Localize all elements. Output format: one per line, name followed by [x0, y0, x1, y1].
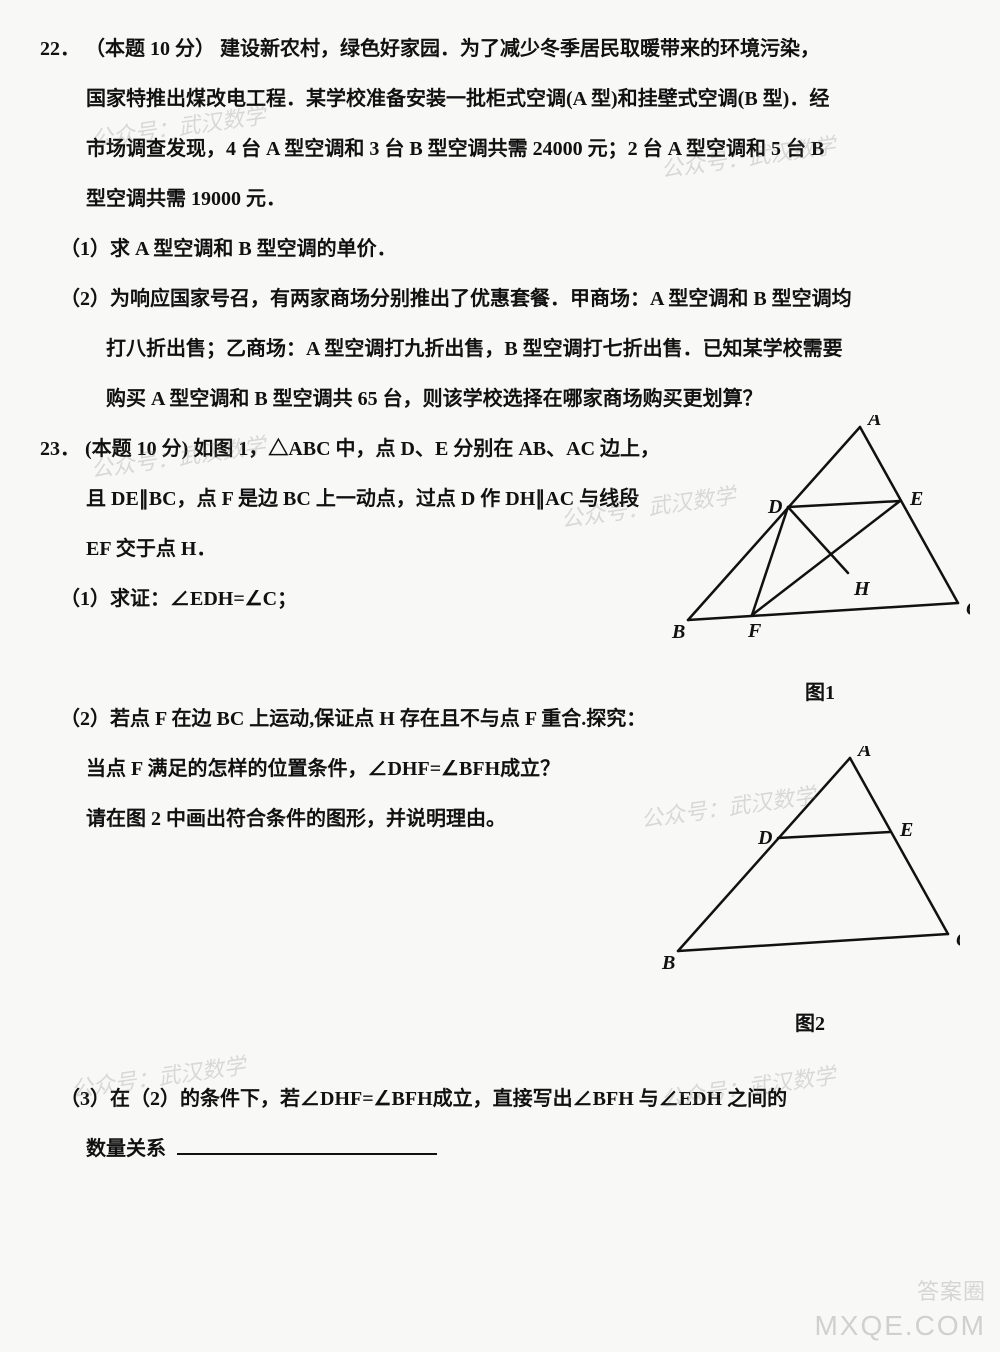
- svg-text:E: E: [899, 819, 913, 841]
- q22-intro2: 国家特推出煤改电工程．某学校准备安装一批柜式空调(A 型)和挂壁式空调(B 型)…: [40, 74, 960, 124]
- q23-line1: 23． (本题 10 分) 如图 1，△ABC 中，点 D、E 分别在 AB、A…: [40, 424, 680, 474]
- q23-p2a: （2）若点 F 在边 BC 上运动,保证点 H 存在且不与点 F 重合.探究：: [40, 694, 680, 744]
- q23-p2c: 请在图 2 中画出符合条件的图形，并说明理由。: [40, 794, 680, 844]
- svg-text:B: B: [671, 621, 685, 643]
- figure-1: A B C D E F H: [670, 415, 970, 645]
- svg-text:A: A: [866, 415, 881, 430]
- q23-p3a: （3）在（2）的条件下，若∠DHF=∠BFH成立，直接写出∠BFH 与∠EDH …: [40, 1074, 960, 1124]
- svg-text:F: F: [747, 620, 762, 642]
- q22-intro3: 市场调查发现，4 台 A 型空调和 3 台 B 型空调共需 24000 元；2 …: [40, 124, 960, 174]
- q23-number: 23．: [40, 438, 80, 460]
- figure-1-caption: 图1: [670, 668, 970, 718]
- svg-text:E: E: [909, 488, 923, 510]
- svg-text:D: D: [767, 496, 782, 518]
- corner-bottom-text: MXQE.COM: [814, 1310, 986, 1342]
- q22-line1: 22． （本题 10 分） 建设新农村，绿色好家园．为了减少冬季居民取暖带来的环…: [40, 24, 960, 74]
- exam-page: 22． （本题 10 分） 建设新农村，绿色好家园．为了减少冬季居民取暖带来的环…: [0, 0, 1000, 1214]
- q22-p2a: （2）为响应国家号召，有两家商场分别推出了优惠套餐．甲商场：A 型空调和 B 型…: [40, 274, 960, 324]
- q23-l2: 且 DE∥BC，点 F 是边 BC 上一动点，过点 D 作 DH∥AC 与线段: [40, 474, 680, 524]
- q22-number: 22．: [40, 38, 80, 60]
- q22-intro1: 建设新农村，绿色好家园．为了减少冬季居民取暖带来的环境污染，: [220, 38, 820, 60]
- q22-intro4: 型空调共需 19000 元．: [40, 174, 960, 224]
- q22-p1: （1）求 A 型空调和 B 型空调的单价．: [40, 224, 960, 274]
- answer-blank[interactable]: [177, 1135, 437, 1155]
- q23-l3: EF 交于点 H．: [40, 524, 680, 574]
- svg-text:B: B: [661, 952, 675, 974]
- q23-points: (本题 10 分): [85, 438, 188, 460]
- svg-text:A: A: [856, 746, 871, 761]
- q22-points: （本题 10 分）: [85, 38, 215, 60]
- q23-p3b-row: 数量关系: [40, 1124, 960, 1174]
- corner-top-text: 答案圈: [917, 1274, 986, 1306]
- figure-2-wrap: A B C D E 图2: [660, 746, 960, 1049]
- q22-p2b: 打八折出售；乙商场：A 型空调打九折出售，B 型空调打七折出售．已知某学校需要: [40, 324, 960, 374]
- q23-l1: 如图 1，△ABC 中，点 D、E 分别在 AB、AC 边上，: [193, 438, 660, 460]
- figure-1-wrap: A B C D E F H 图1: [670, 415, 970, 718]
- q23-p3b: 数量关系: [86, 1138, 166, 1160]
- svg-text:H: H: [853, 578, 871, 600]
- svg-text:C: C: [956, 929, 960, 951]
- svg-text:C: C: [966, 598, 970, 620]
- figure-2: A B C D E: [660, 746, 960, 976]
- svg-text:D: D: [757, 827, 772, 849]
- q23-p2b: 当点 F 满足的怎样的位置条件，∠DHF=∠BFH成立？: [40, 744, 680, 794]
- figure-2-caption: 图2: [660, 999, 960, 1049]
